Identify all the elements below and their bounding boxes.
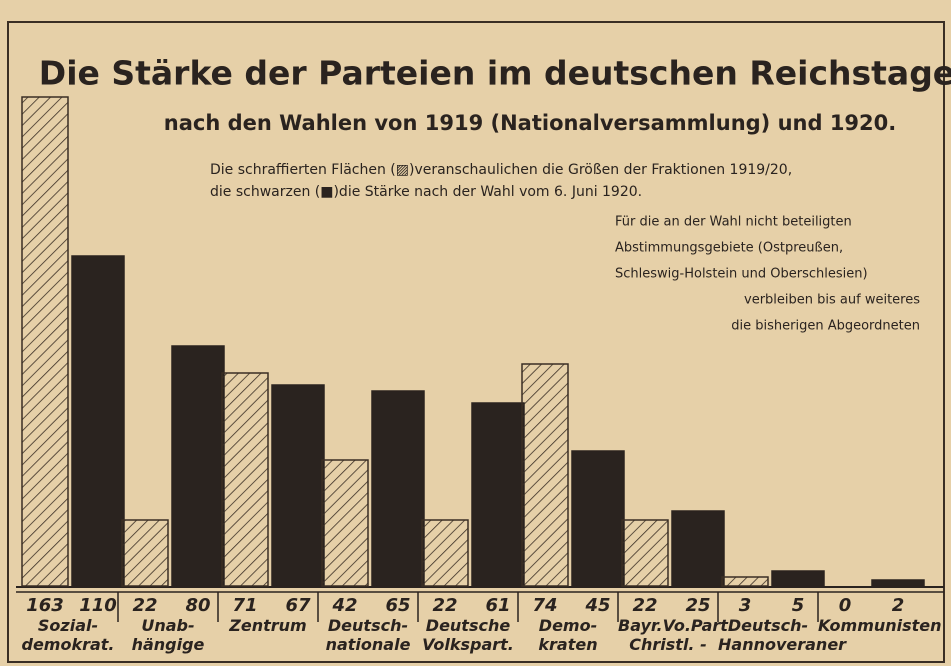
chart-title: Die Stärke der Parteien im deutschen Rei… bbox=[39, 54, 951, 93]
value-label: 22 bbox=[632, 595, 657, 616]
value-label: 45 bbox=[584, 595, 610, 616]
bar bbox=[422, 520, 468, 586]
bar bbox=[22, 97, 68, 586]
note: verbleiben bis auf weiteres bbox=[744, 293, 920, 308]
bar bbox=[372, 391, 424, 586]
x-tick-label: Kommunisten bbox=[818, 616, 918, 635]
x-tick-label: Zentrum bbox=[218, 616, 318, 635]
bar bbox=[772, 571, 824, 586]
page: Die Stärke der Parteien im deutschen Rei… bbox=[0, 0, 951, 666]
value-label: 0 bbox=[839, 595, 852, 616]
bar bbox=[472, 403, 524, 586]
x-tick-label: Deutsch- nationale bbox=[318, 616, 418, 654]
bar bbox=[222, 373, 268, 586]
value-label: 65 bbox=[385, 595, 410, 616]
x-tick-label: Demo- kraten bbox=[518, 616, 618, 654]
bar bbox=[622, 520, 668, 586]
chart: Die Stärke der Parteien im deutschen Rei… bbox=[0, 0, 951, 666]
legend-text: Die schraffierten Flächen (▨)veranschaul… bbox=[210, 162, 792, 178]
value-label: 22 bbox=[432, 595, 457, 616]
value-label: 5 bbox=[792, 595, 805, 616]
value-label: 80 bbox=[185, 595, 210, 616]
bar bbox=[672, 511, 724, 586]
bar bbox=[722, 577, 768, 586]
value-label: 3 bbox=[739, 595, 752, 616]
bar bbox=[272, 385, 324, 586]
value-label: 2 bbox=[892, 595, 905, 616]
x-tick-label: Deutsche Volkspart. bbox=[418, 616, 518, 654]
bar bbox=[172, 346, 224, 586]
x-tick-label: Deutsch- Hannoveraner bbox=[718, 616, 818, 654]
note: Schleswig-Holstein und Oberschlesien) bbox=[615, 267, 868, 282]
bar bbox=[872, 580, 924, 586]
value-label: 163 bbox=[26, 595, 64, 616]
bar bbox=[522, 364, 568, 586]
value-label: 61 bbox=[485, 595, 510, 616]
value-label: 42 bbox=[331, 595, 357, 616]
value-label: 25 bbox=[685, 595, 710, 616]
bar bbox=[572, 451, 624, 586]
note: Für die an der Wahl nicht beteiligten bbox=[615, 215, 852, 230]
bar bbox=[122, 520, 168, 586]
chart-subtitle: nach den Wahlen von 1919 (Nationalversam… bbox=[164, 111, 897, 135]
note: die bisherigen Abgeordneten bbox=[731, 319, 920, 334]
bar bbox=[322, 460, 368, 586]
value-label: 71 bbox=[232, 595, 257, 616]
value-label: 74 bbox=[532, 595, 557, 616]
value-label: 67 bbox=[285, 595, 311, 616]
x-tick-label: Bayr.Vo.Part. Christl. - bbox=[618, 616, 718, 654]
bar bbox=[72, 256, 124, 586]
value-label: 110 bbox=[79, 595, 117, 616]
x-tick-label: Unab- hängige bbox=[118, 616, 218, 654]
note: Abstimmungsgebiete (Ostpreußen, bbox=[615, 241, 843, 256]
x-tick-label: Sozial- demokrat. bbox=[18, 616, 118, 654]
value-label: 22 bbox=[132, 595, 157, 616]
legend-text: die schwarzen (■)die Stärke nach der Wah… bbox=[210, 184, 642, 200]
